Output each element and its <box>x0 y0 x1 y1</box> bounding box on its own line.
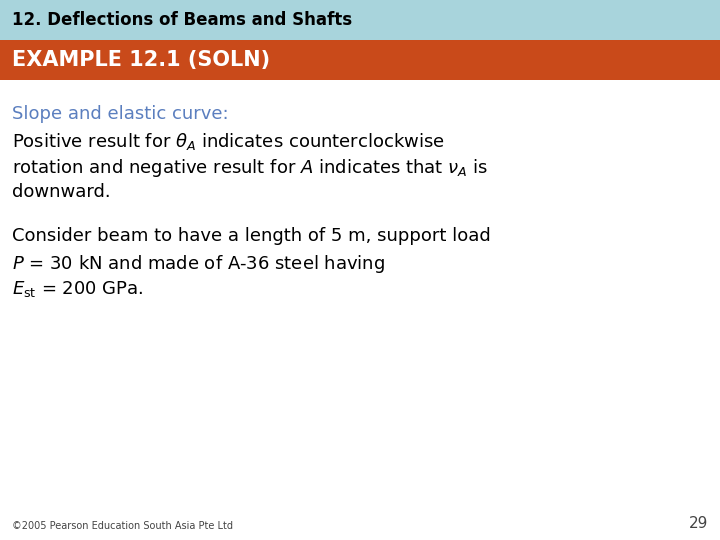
Text: Positive result for $\theta_A$ indicates counterclockwise: Positive result for $\theta_A$ indicates… <box>12 131 444 152</box>
FancyBboxPatch shape <box>0 40 720 80</box>
Text: $\mathit{E}_{\rm st}$ = 200 GPa.: $\mathit{E}_{\rm st}$ = 200 GPa. <box>12 279 143 299</box>
Text: downward.: downward. <box>12 183 110 200</box>
Text: rotation and negative result for $\mathit{A}$ indicates that $\nu_A$ is: rotation and negative result for $\mathi… <box>12 157 487 179</box>
Text: Consider beam to have a length of 5 m, support load: Consider beam to have a length of 5 m, s… <box>12 227 490 245</box>
Text: 29: 29 <box>689 516 708 531</box>
Text: Slope and elastic curve:: Slope and elastic curve: <box>12 105 228 123</box>
Text: EXAMPLE 12.1 (SOLN): EXAMPLE 12.1 (SOLN) <box>12 50 270 70</box>
FancyBboxPatch shape <box>0 0 720 40</box>
Text: 12. Deflections of Beams and Shafts: 12. Deflections of Beams and Shafts <box>12 11 351 29</box>
Text: $\mathit{P}$ = 30 kN and made of A-36 steel having: $\mathit{P}$ = 30 kN and made of A-36 st… <box>12 253 384 275</box>
Text: ©2005 Pearson Education South Asia Pte Ltd: ©2005 Pearson Education South Asia Pte L… <box>12 521 233 531</box>
